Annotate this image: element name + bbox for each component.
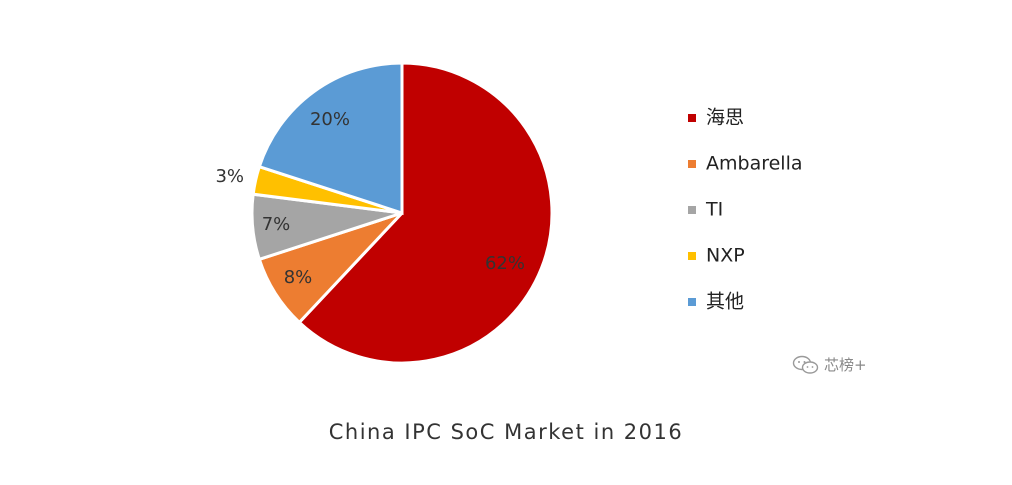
legend-swatch-1 [688,160,696,168]
legend-label-2: TI [705,199,723,221]
legend-label-1: Ambarella [706,153,803,175]
data-label-3: 3% [215,166,244,187]
legend-label-3: NXP [706,245,745,267]
legend-label-4: 其他 [706,291,744,313]
chart-caption: China IPC SoC Market in 2016 [328,420,684,444]
pie-slices [250,61,554,365]
legend-swatch-4 [688,298,696,306]
legend-swatch-2 [688,206,696,214]
data-label-0: 62% [485,253,525,274]
data-label-1: 8% [284,267,313,288]
data-labels: 62% 8% 7% 3% 20% [215,109,525,288]
legend-label-0: 海思 [706,107,744,129]
data-label-4: 20% [310,109,350,130]
pie-slice-0 [297,61,554,365]
watermark-text: 芯榜+ [824,356,867,374]
watermark: 芯榜+ [792,354,867,375]
wechat-icon [792,355,819,374]
legend-swatch-3 [688,252,696,260]
pie-slice-4 [257,61,404,216]
data-label-2: 7% [262,214,291,235]
legend: 海思 Ambarella TI NXP 其他 [688,107,803,313]
legend-swatch-0 [688,114,696,122]
